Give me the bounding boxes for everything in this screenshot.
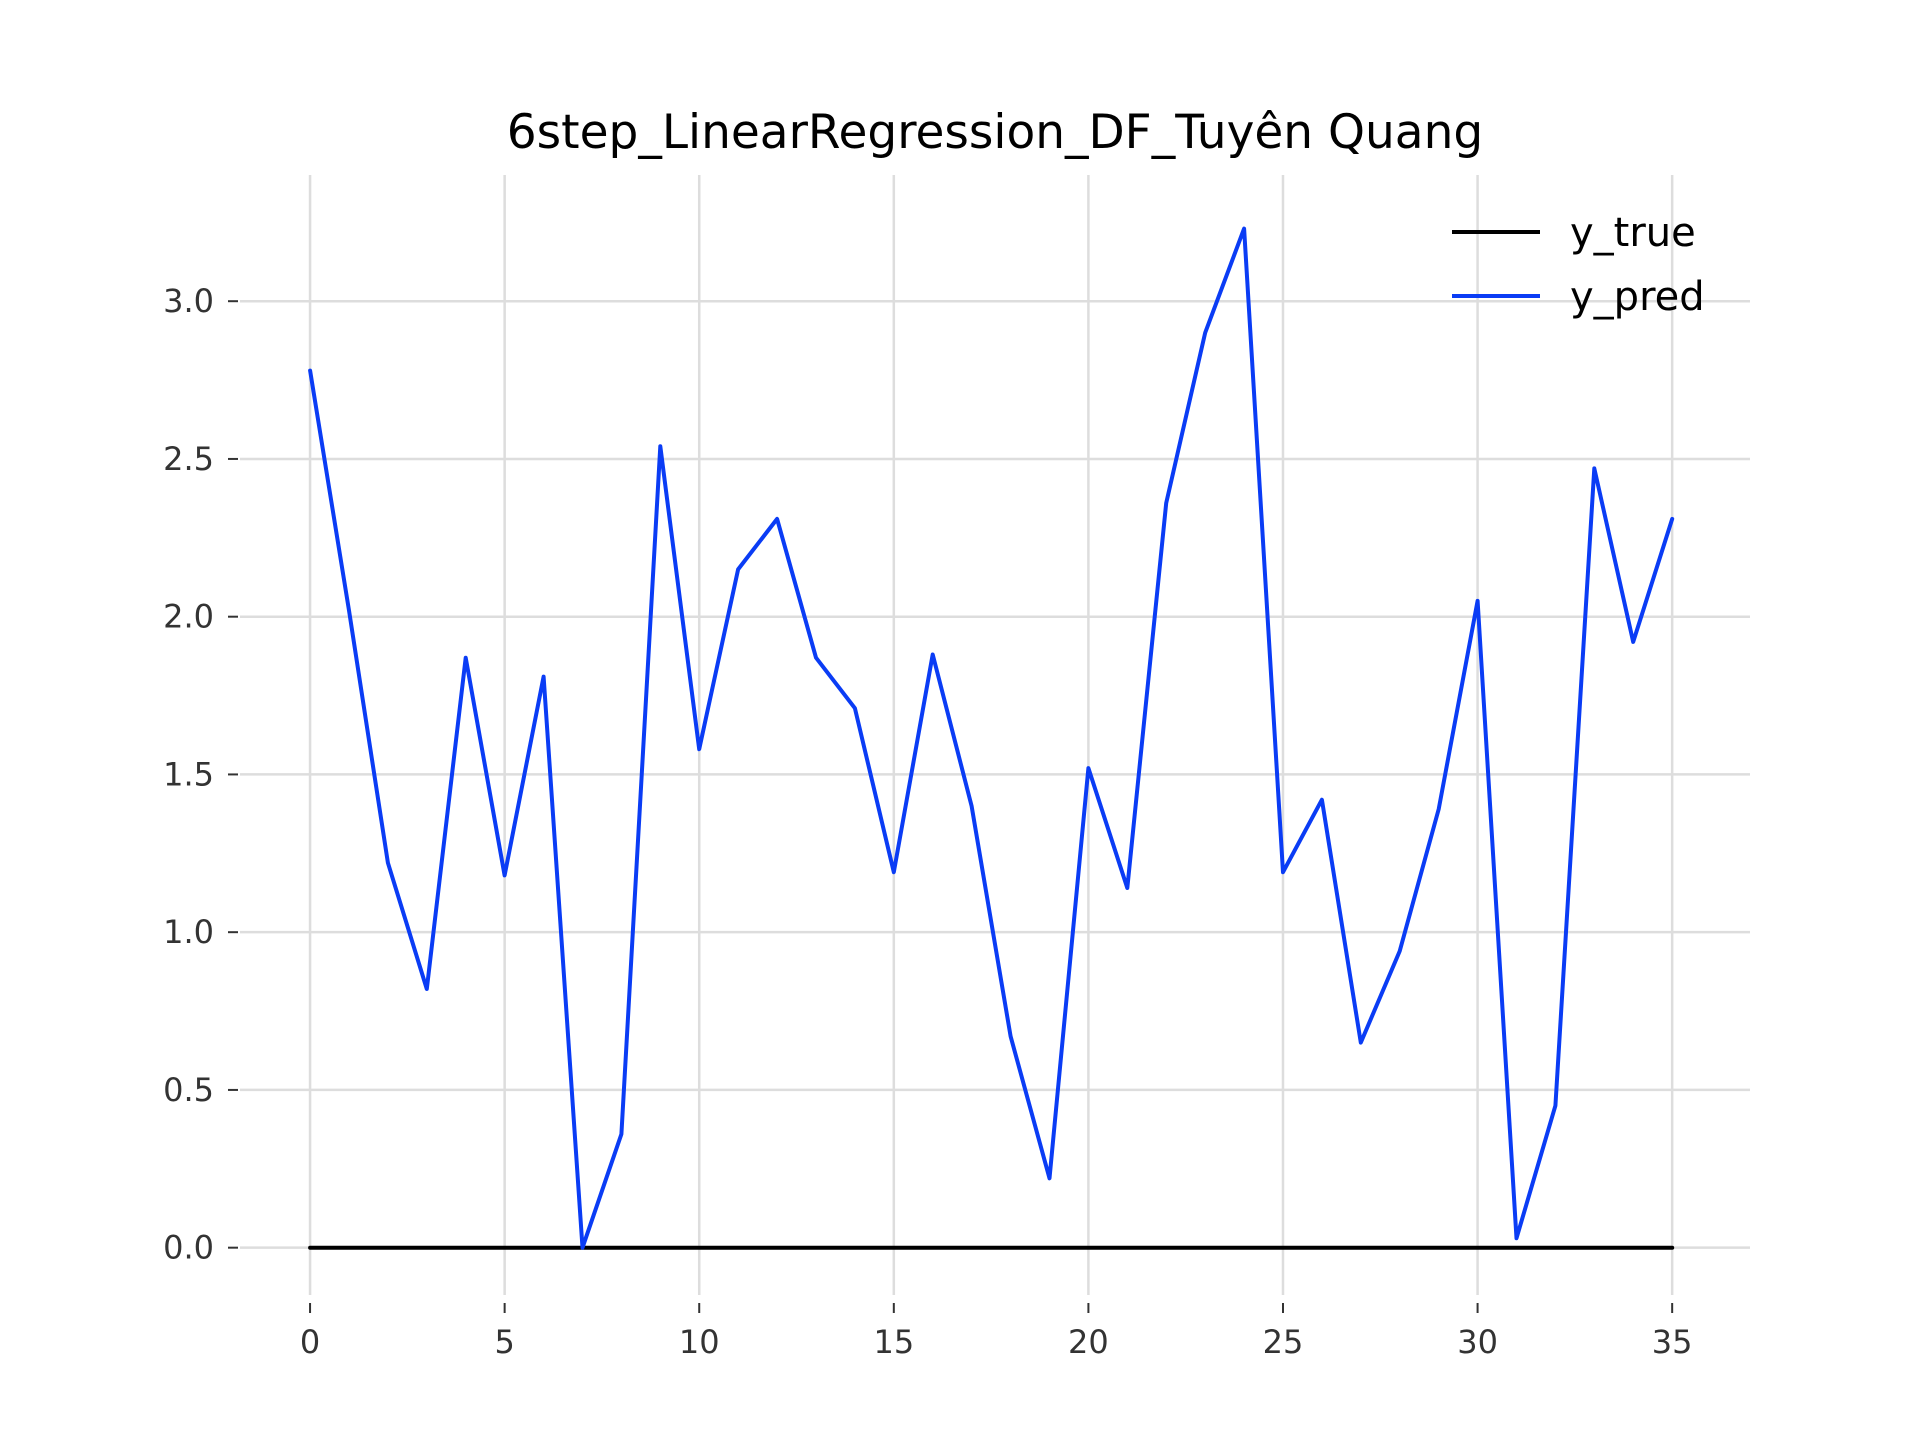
x-tick-label: 25 — [1263, 1323, 1304, 1361]
x-tick-label: 35 — [1652, 1323, 1693, 1361]
y-tick-label: 0.5 — [163, 1071, 214, 1109]
series-line-y-pred — [308, 226, 1675, 1250]
axis-ticks: 0 5 10 15 20 25 30 35 0.0 0.5 1.0 1.5 2.0 2.5 3.0 — [163, 282, 1692, 1361]
y-tick-label: 2.5 — [163, 440, 214, 478]
y-tick-label: 1.5 — [163, 755, 214, 793]
legend-label-y-true: y_true — [1570, 210, 1696, 256]
x-tick-label: 5 — [494, 1323, 514, 1361]
legend-label-y-pred: y_pred — [1570, 274, 1705, 320]
y-tick-label: 0.0 — [163, 1229, 214, 1267]
chart-title: 6step_LinearRegression_DF_Tuyên Quang — [507, 105, 1483, 160]
y-tick-label: 3.0 — [163, 282, 214, 320]
x-tick-label: 30 — [1457, 1323, 1498, 1361]
x-tick-label: 10 — [679, 1323, 720, 1361]
y-tick-label: 1.0 — [163, 913, 214, 951]
grid — [240, 175, 1750, 1295]
legend: y_true y_pred — [1452, 210, 1705, 320]
x-tick-label: 15 — [873, 1323, 914, 1361]
series-lines — [308, 226, 1675, 1250]
y-tick-label: 2.0 — [163, 598, 214, 636]
x-tick-label: 20 — [1068, 1323, 1109, 1361]
x-tick-label: 0 — [300, 1323, 320, 1361]
